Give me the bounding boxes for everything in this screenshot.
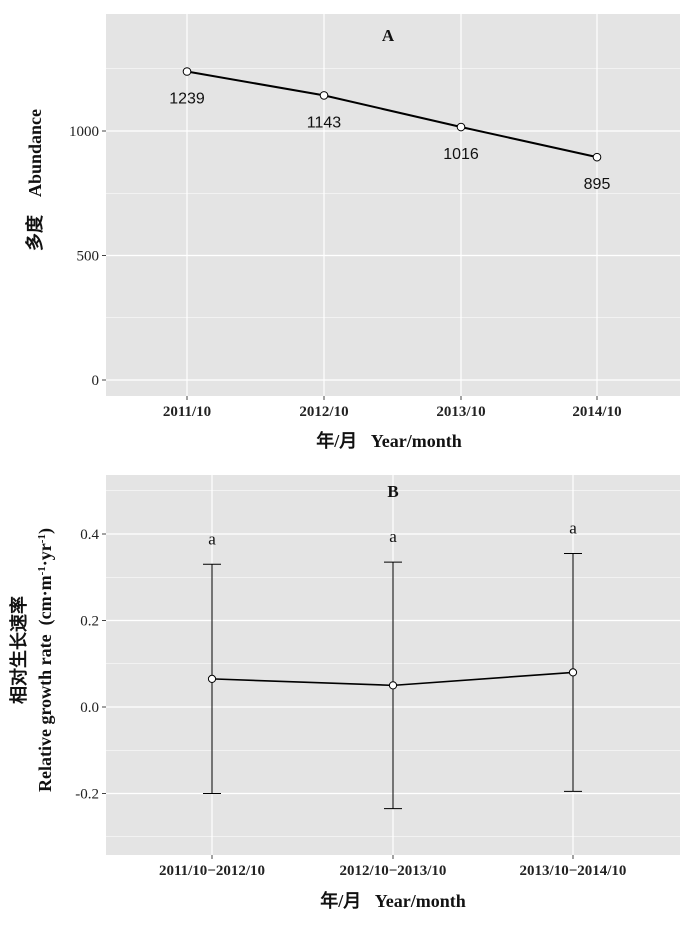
panel-a-y-axis-title: 多度 Abundance xyxy=(24,109,45,251)
panel-a-grid xyxy=(106,14,680,396)
data-point xyxy=(592,152,602,162)
x-tick-label: 2011/10−2012/10 xyxy=(159,863,265,879)
x-tick-label: 2013/10 xyxy=(436,404,485,420)
data-label: 895 xyxy=(584,176,611,193)
data-point xyxy=(319,91,329,100)
data-label: 1016 xyxy=(443,146,479,163)
x-tick-label: 2012/10−2013/10 xyxy=(340,863,447,879)
panel-a-y-ticks: 0 500 1000 xyxy=(69,124,106,389)
data-point xyxy=(207,674,217,683)
y-tick-label: -0.2 xyxy=(75,787,99,803)
y-tick-label: 0.0 xyxy=(80,700,99,716)
y-tick-label: 0.4 xyxy=(80,527,99,543)
panel-a-x-axis-title: 年/月 Year/month xyxy=(316,430,462,451)
panel-a-background xyxy=(106,14,680,396)
y-tick-label: 1000 xyxy=(69,124,99,140)
panel-a-series: 1239 1143 1016 895 xyxy=(169,67,611,193)
panel-a-x-ticks: 2011/10 2012/10 2013/10 2014/10 xyxy=(163,396,622,420)
y-tick-label: 0 xyxy=(92,373,100,389)
x-tick-label: 2012/10 xyxy=(299,404,348,420)
panel-a-label: A xyxy=(382,26,395,45)
data-point xyxy=(568,668,578,677)
significance-label: a xyxy=(389,527,397,546)
panel-b: B -0.2 0.0 0.2 0.4 2011/10−2012/10 2012/10−2… xyxy=(8,475,680,911)
x-tick-label: 2013/10−2014/10 xyxy=(520,863,627,879)
panel-b-label: B xyxy=(387,482,398,501)
x-tick-label: 2014/10 xyxy=(572,404,621,420)
significance-label: a xyxy=(569,518,577,537)
data-label: 1239 xyxy=(169,90,205,107)
x-tick-label: 2011/10 xyxy=(163,404,211,420)
panel-b-x-ticks: 2011/10−2012/10 2012/10−2013/10 2013/10−20… xyxy=(159,855,626,879)
data-point xyxy=(182,67,192,76)
panel-b-y-axis-title-cn: 相对生长速率 xyxy=(8,596,29,704)
data-label: 1143 xyxy=(307,114,342,131)
panel-b-x-axis-title: 年/月 Year/month xyxy=(320,890,466,911)
series-line xyxy=(186,70,598,159)
y-tick-label: 0.2 xyxy=(80,614,99,630)
panel-b-y-ticks: -0.2 0.0 0.2 0.4 xyxy=(75,527,106,803)
y-tick-label: 500 xyxy=(77,249,100,265)
data-point xyxy=(456,122,466,132)
significance-label: a xyxy=(208,529,216,548)
data-point xyxy=(388,681,398,690)
panel-b-y-axis-title-en: Relative growth rate (cm·m-1·yr-1) xyxy=(35,528,56,792)
